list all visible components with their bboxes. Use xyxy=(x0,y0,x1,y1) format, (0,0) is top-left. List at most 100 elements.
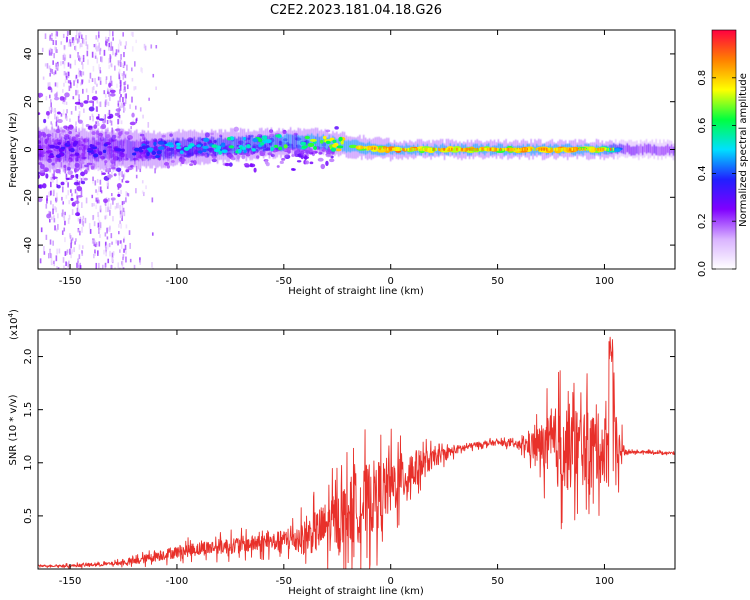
spectrogram-blob xyxy=(67,170,74,175)
spectrogram-speckle xyxy=(97,76,100,81)
spectrogram-speckle xyxy=(80,126,83,133)
spectrogram-speckle xyxy=(99,77,102,81)
spectrogram-speckle xyxy=(119,96,121,103)
spectrogram-speckle xyxy=(75,74,78,79)
spectrogram-speckle xyxy=(49,252,52,259)
spectrogram-speckle xyxy=(54,70,57,75)
spectrogram-ridge xyxy=(384,147,386,151)
spectrogram-speckle xyxy=(78,32,81,39)
spectrogram-band-inner xyxy=(630,146,632,156)
spectrogram-blob xyxy=(189,163,194,166)
spectrogram-ridge xyxy=(556,147,558,151)
spectrogram-speckle xyxy=(67,127,70,131)
spectrogram-band-inner xyxy=(651,146,653,156)
spectrogram-speckle xyxy=(96,132,98,138)
spectrogram-speckle xyxy=(78,72,81,78)
spectrogram-speckle xyxy=(51,69,54,74)
spectrogram-blob xyxy=(113,173,117,177)
spectrogram-speckle xyxy=(92,115,94,122)
spectrogram-speckle xyxy=(42,141,44,146)
spectrogram-ridge xyxy=(438,147,440,151)
spectrogram-peak xyxy=(304,135,310,140)
spectrogram-blob xyxy=(132,157,139,161)
spectrogram-band-inner xyxy=(272,135,274,151)
spectrogram-blob xyxy=(309,161,314,165)
spectrogram-speckle xyxy=(98,35,100,39)
spectrogram-blob xyxy=(243,163,250,167)
spectrogram-band-inner xyxy=(288,134,290,149)
spectrogram-speckle xyxy=(84,217,87,224)
spectrogram-peak xyxy=(121,148,125,152)
spectrogram-peak xyxy=(98,151,103,156)
spectrogram-ridge xyxy=(456,147,458,151)
spectrogram-band-inner xyxy=(282,136,284,152)
spectrogram-speckle xyxy=(118,231,120,235)
spectrogram-speckle xyxy=(67,190,70,196)
spectrogram-peak xyxy=(220,144,225,148)
spectrogram-speckle xyxy=(98,101,101,107)
spectrogram-band-inner xyxy=(124,137,126,159)
spectrogram-speckle xyxy=(142,114,144,119)
spectrogram-speckle xyxy=(110,46,112,51)
spectrogram-speckle xyxy=(91,51,94,58)
spectrogram-speckle xyxy=(53,215,55,219)
spectrogram-ridge xyxy=(417,147,420,151)
spectrogram-panel: -150 -100 -50 0 50 100 -40 -20 0 20 40 Height of … xyxy=(8,29,676,297)
spectrogram-blob xyxy=(115,108,121,112)
spectrogram-blob xyxy=(110,197,116,201)
spectrogram-blob xyxy=(54,96,60,101)
spectrogram-speckle xyxy=(126,192,128,196)
spectrogram-speckle xyxy=(98,186,100,192)
spectrogram-band-inner xyxy=(644,143,646,153)
spectrogram-peak xyxy=(68,148,73,152)
spectrogram-peak xyxy=(202,148,207,153)
spectrogram-speckle xyxy=(56,248,58,255)
spectrogram-blob xyxy=(45,110,50,116)
snr-y-tick-label: 0.5 xyxy=(23,508,34,524)
spectrogram-ridge xyxy=(435,147,438,151)
spectrogram-speckle xyxy=(94,243,97,248)
spectrogram-speckle xyxy=(125,197,127,203)
spectrogram-band-inner xyxy=(170,139,172,159)
spectrogram-ridge xyxy=(522,147,525,151)
spectrogram-speckle xyxy=(129,242,131,249)
spectrogram-speckle xyxy=(55,207,58,213)
spectrogram-peak xyxy=(189,143,195,147)
spectrogram-blob xyxy=(108,82,112,88)
spectrogram-speckle xyxy=(51,123,53,130)
spectrogram-speckle xyxy=(81,219,84,225)
spectrogram-speckle xyxy=(121,260,124,267)
spectrogram-speckle xyxy=(103,90,106,95)
spectrogram-speckle xyxy=(88,223,91,229)
spectrogram-ridge xyxy=(563,147,566,151)
spectrogram-peak xyxy=(332,143,338,148)
spectrogram-speckle xyxy=(155,86,157,90)
spectrogram-speckle xyxy=(50,88,53,93)
spectrogram-peak xyxy=(537,146,548,151)
spectrogram-blob xyxy=(253,167,257,173)
spectrogram-band-inner xyxy=(280,136,282,152)
spectrogram-ridge xyxy=(499,147,502,151)
spectrogram-band-inner xyxy=(297,134,299,149)
spectrogram-speckle xyxy=(121,205,124,211)
spectrogram-speckle xyxy=(110,152,112,159)
spectrogram-speckle xyxy=(45,203,48,209)
spectrogram-blob xyxy=(38,184,43,189)
spectrogram-speckle xyxy=(94,251,96,256)
spectrogram-blob xyxy=(57,111,61,115)
spectrogram-speckle xyxy=(54,46,56,51)
spectrogram-speckle xyxy=(81,136,83,141)
spectrogram-speckle xyxy=(92,65,95,72)
spectrogram-ridge xyxy=(471,147,474,151)
spectrogram-ridge xyxy=(427,147,430,151)
spectrogram-ridge xyxy=(533,147,535,151)
spectrogram-speckle xyxy=(81,226,83,233)
spectrogram-speckle xyxy=(109,119,112,123)
spectrogram-speckle xyxy=(112,168,115,172)
spectrogram-speckle xyxy=(91,194,94,199)
spectrogram-speckle xyxy=(67,218,70,224)
spectrogram-speckle xyxy=(94,77,96,84)
spectrogram-speckle xyxy=(79,161,82,168)
spectrogram-speckle xyxy=(111,161,114,167)
spectrogram-speckle xyxy=(89,116,91,121)
